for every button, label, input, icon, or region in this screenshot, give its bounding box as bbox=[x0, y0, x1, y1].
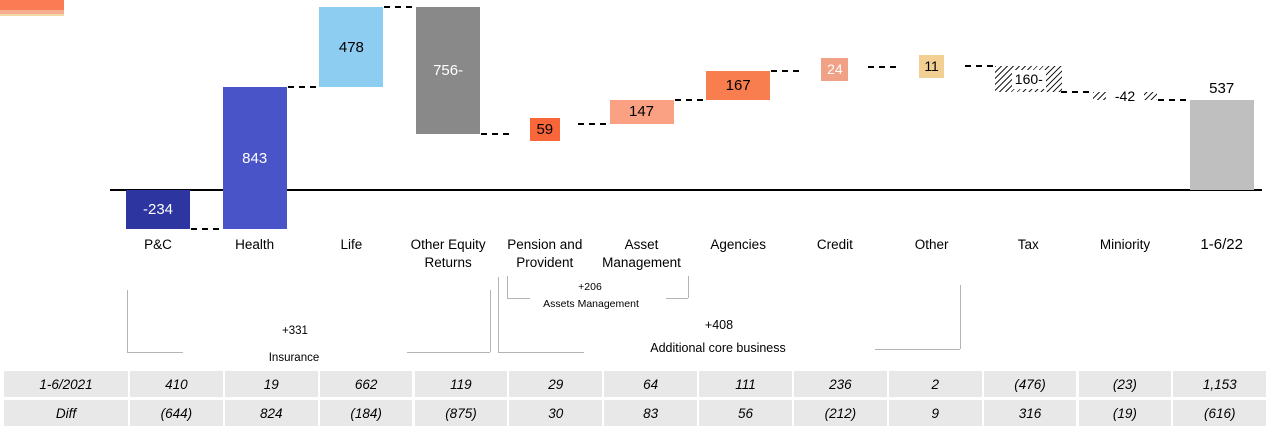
bracket-line bbox=[688, 276, 690, 298]
table-cell: 662 bbox=[319, 371, 413, 397]
bracket-line bbox=[407, 352, 490, 354]
bracket-line bbox=[498, 277, 500, 352]
bracket-line bbox=[507, 276, 509, 298]
bar-agencies: 167 bbox=[706, 71, 771, 100]
table-cell: 410 bbox=[130, 371, 223, 397]
bar-value-label: 843 bbox=[242, 149, 268, 167]
bar-life: 478 bbox=[319, 6, 384, 88]
bracket-line bbox=[490, 290, 492, 352]
bar-band-other bbox=[0, 13, 64, 16]
category-label-pc: P&C bbox=[144, 237, 172, 252]
table-cell: 236 bbox=[793, 371, 887, 397]
annotation-label-additional-core-business: Additional core business bbox=[650, 341, 786, 355]
table-row-header: 1-6/2021 bbox=[4, 371, 128, 397]
bar-tax: 160- bbox=[995, 65, 1063, 93]
category-label-agencies: Agencies bbox=[710, 237, 766, 252]
bar-health: 843 bbox=[222, 87, 287, 230]
bar-value-label: 756- bbox=[433, 62, 464, 80]
table-cell: 119 bbox=[414, 371, 508, 397]
bar-other-equity-returns: 756- bbox=[416, 6, 481, 135]
bracket-line bbox=[507, 298, 530, 300]
bar-value-label: 478 bbox=[338, 38, 364, 56]
connector bbox=[287, 86, 319, 89]
bracket-line bbox=[127, 290, 129, 352]
connector bbox=[1158, 98, 1189, 101]
annotation-value-insurance: +331 bbox=[282, 325, 308, 337]
bar-value-label: -234 bbox=[142, 201, 174, 219]
connector bbox=[771, 70, 802, 73]
table-cell: 9 bbox=[888, 400, 982, 426]
table-cell: 111 bbox=[699, 371, 792, 397]
table-cell: (476) bbox=[983, 371, 1077, 397]
connector bbox=[867, 66, 899, 69]
x-axis-line bbox=[110, 189, 1262, 191]
bar-value-label: 147 bbox=[628, 103, 655, 121]
table-cell: 19 bbox=[224, 371, 318, 397]
table-cell: 824 bbox=[224, 400, 318, 426]
category-label-credit: Credit bbox=[816, 237, 853, 252]
category-label-total: 1-6/22 bbox=[1200, 236, 1243, 253]
bar-value-label: 537 bbox=[1209, 79, 1235, 97]
connector bbox=[577, 123, 609, 126]
table-row-header: Diff bbox=[4, 400, 128, 426]
category-label-pension-and-provident: Pension and Provident bbox=[507, 237, 583, 270]
bar-other: 11 bbox=[919, 54, 945, 78]
table-cell: 29 bbox=[509, 371, 603, 397]
category-label-other-equity-returns: Other Equity Returns bbox=[410, 237, 486, 270]
bar-asset-management: 147 bbox=[609, 99, 674, 125]
annotation-value-additional-core-business: +408 bbox=[704, 318, 734, 332]
table-cell: (875) bbox=[414, 400, 508, 426]
connector bbox=[674, 98, 706, 101]
category-label-miniority: Miniority bbox=[1099, 237, 1151, 252]
table-cell: 56 bbox=[699, 400, 792, 426]
connector bbox=[481, 133, 512, 136]
bracket-line bbox=[498, 352, 584, 354]
table-cell: 30 bbox=[509, 400, 603, 426]
category-label-life: Life bbox=[340, 237, 363, 252]
category-label-tax: Tax bbox=[1017, 237, 1039, 252]
bracket-line bbox=[960, 285, 962, 349]
table-cell: 83 bbox=[604, 400, 698, 426]
bar-value-label: 59 bbox=[536, 120, 554, 138]
bar-pc: -234 bbox=[126, 190, 190, 230]
annotation-value-assets-management: +206 bbox=[578, 281, 602, 293]
connector bbox=[384, 5, 416, 8]
bracket-line bbox=[666, 298, 688, 300]
connector bbox=[964, 64, 996, 67]
bar-value-label: -42 bbox=[1106, 86, 1144, 106]
category-label-other: Other bbox=[914, 237, 949, 252]
bracket-line bbox=[127, 352, 183, 354]
table-cell: 64 bbox=[604, 371, 698, 397]
bar-value-label: 11 bbox=[924, 58, 939, 75]
table-cell: (184) bbox=[319, 400, 413, 426]
bar-pension-and-provident: 59 bbox=[529, 117, 560, 141]
bar-value-label: 24 bbox=[827, 61, 843, 78]
table-cell: (644) bbox=[130, 400, 223, 426]
category-label-health: Health bbox=[235, 237, 275, 252]
bar-total bbox=[1189, 99, 1254, 190]
table-cell: 1,153 bbox=[1173, 371, 1267, 397]
annotation-label-assets-management: Assets Management bbox=[543, 298, 639, 310]
bar-value-label: 167 bbox=[725, 76, 751, 94]
table-cell: (23) bbox=[1078, 371, 1172, 397]
table-cell: (212) bbox=[793, 400, 887, 426]
connector bbox=[1061, 91, 1092, 94]
bar-credit: 24 bbox=[821, 57, 849, 81]
connector bbox=[191, 228, 222, 231]
table-cell: 2 bbox=[888, 371, 982, 397]
table-cell: (19) bbox=[1078, 400, 1172, 426]
annotation-label-insurance: Insurance bbox=[268, 352, 320, 364]
table-cell: (616) bbox=[1173, 400, 1267, 426]
category-label-asset-management: Asset Management bbox=[602, 237, 681, 270]
bracket-line bbox=[875, 349, 960, 351]
bar-band-credit bbox=[0, 9, 64, 14]
bar-band-pension-and-provident bbox=[0, 0, 64, 10]
table-cell: 316 bbox=[983, 400, 1077, 426]
bar-value-label: 160- bbox=[1011, 69, 1046, 89]
